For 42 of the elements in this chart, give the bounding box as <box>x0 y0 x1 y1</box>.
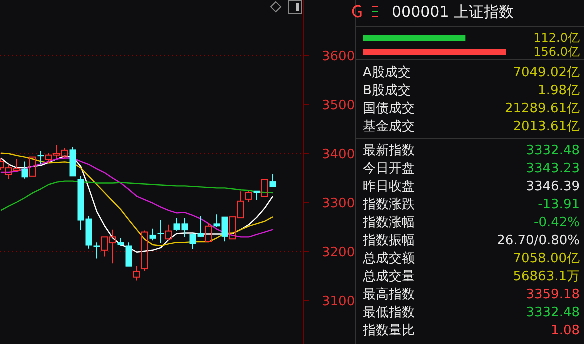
text: 1.98亿 <box>538 84 580 99</box>
text: -13.91 <box>538 198 580 213</box>
text: 21289.61亿 <box>504 102 580 117</box>
category-label: 最高指数 <box>363 286 415 303</box>
category-label: 指数量比 <box>362 324 415 339</box>
category-label: 总成交额 <box>362 250 415 267</box>
category-label: 国债成交 <box>363 100 415 117</box>
chart-title: 000001 上证指数 <box>392 3 514 21</box>
text: 26.70/0.80% <box>497 234 580 249</box>
category-label: 指数涨幅 <box>362 216 415 231</box>
text: 2013.61亿 <box>513 120 580 135</box>
category-label: 最新指数 <box>363 144 415 159</box>
y-tick-label: 3300 <box>322 196 356 212</box>
text: 56863.1万 <box>513 270 580 285</box>
text: 3346.39 <box>526 180 580 195</box>
text: 1.08 <box>551 324 580 339</box>
category-label: 最低指数 <box>363 306 415 321</box>
candlestick <box>158 220 164 244</box>
text: 3359.18 <box>526 288 580 303</box>
y-tick-label: 3100 <box>322 294 356 310</box>
data-label: 112.0亿 <box>534 31 580 46</box>
y-tick-label: 3200 <box>322 245 356 260</box>
category-label: B股成交 <box>363 82 411 99</box>
y-tick-label: 3600 <box>322 49 356 64</box>
text: -0.42% <box>534 216 580 231</box>
candlestick <box>22 161 28 180</box>
data-label: 156.0亿 <box>534 45 580 60</box>
category-label: A股成交 <box>363 64 411 81</box>
y-tick-label: 3400 <box>322 147 356 162</box>
text: 3343.23 <box>526 162 580 177</box>
text: 7049.02亿 <box>513 66 580 81</box>
text: 3332.48 <box>526 306 580 321</box>
category-label: 总成交量 <box>362 268 415 285</box>
category-label: 昨日收盘 <box>363 180 415 195</box>
category-label: 今日开盘 <box>363 162 415 177</box>
category-label: 指数振幅 <box>362 234 415 249</box>
category-label: 指数涨跌 <box>362 198 415 213</box>
text: 7058.00亿 <box>513 252 580 267</box>
line-series <box>0 180 274 212</box>
y-tick-label: 3500 <box>322 98 356 114</box>
category-label: 基金成交 <box>363 118 415 135</box>
text: 3332.48 <box>526 144 580 159</box>
